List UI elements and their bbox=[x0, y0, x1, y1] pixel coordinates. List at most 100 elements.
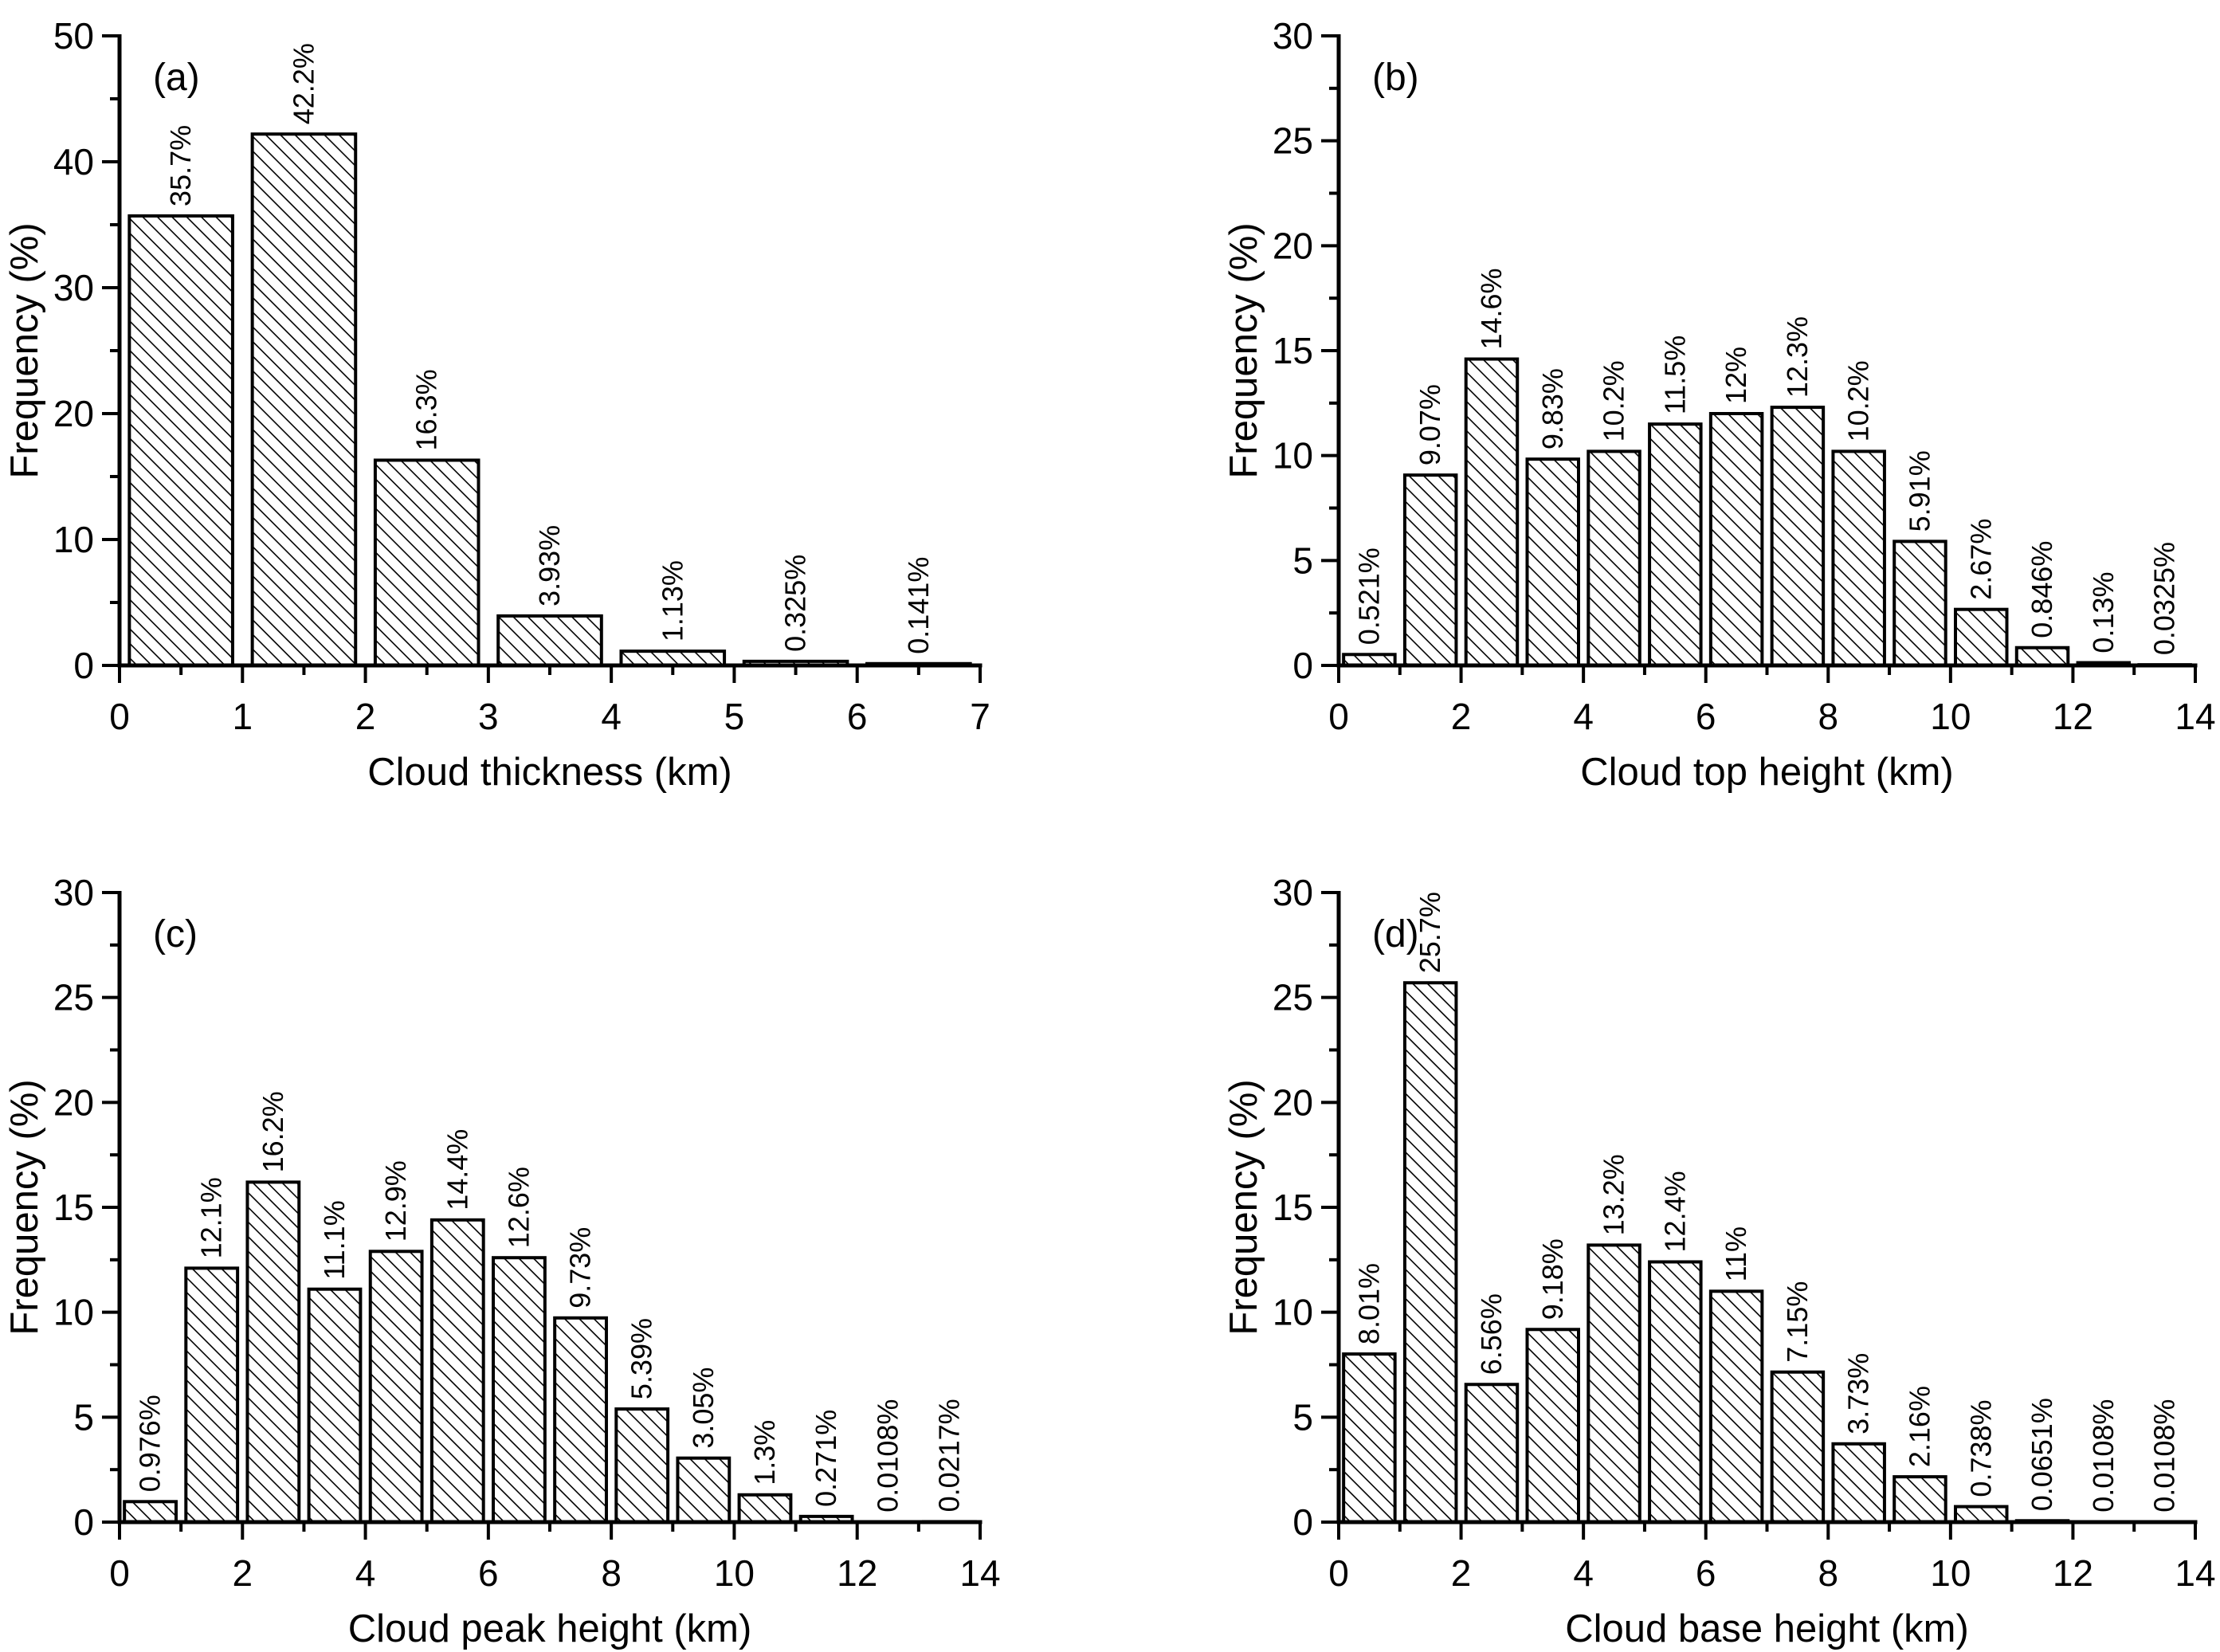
bar-value-label: 0.0651% bbox=[2026, 1398, 2058, 1511]
y-tick-label: 0 bbox=[73, 1501, 94, 1543]
y-axis-title: Frequency (%) bbox=[1222, 1079, 1265, 1335]
bar-7-8km bbox=[1770, 406, 1826, 667]
bar-3-4km bbox=[1525, 1328, 1580, 1524]
bar-value-label: 5.91% bbox=[1903, 450, 1936, 532]
bar-value-label: 12% bbox=[1720, 347, 1752, 404]
bar-5-6km bbox=[1648, 1260, 1703, 1524]
bar-value-label: 0.271% bbox=[810, 1410, 842, 1507]
bar-0-1km bbox=[127, 214, 234, 667]
bar-value-label: 0.0108% bbox=[2087, 1399, 2120, 1513]
y-tick-label: 20 bbox=[53, 393, 94, 434]
y-tick-label: 15 bbox=[1273, 1187, 1313, 1228]
x-tick-label: 8 bbox=[1818, 1552, 1838, 1594]
y-tick-label: 20 bbox=[1273, 1081, 1313, 1123]
bar-labels: 35.7% 42.2% 16.3% 3.93% 1.13% 0.325% 0.141% bbox=[164, 43, 935, 654]
x-tick-label: 8 bbox=[1818, 696, 1838, 737]
bar-value-label: 3.93% bbox=[533, 525, 566, 606]
axes: 0 5 10 15 20 25 30 0 2 4 6 8 10 12 14 bbox=[53, 872, 1001, 1594]
bar-value-label: 3.73% bbox=[1842, 1353, 1875, 1434]
x-tick-label: 10 bbox=[1930, 1552, 1971, 1594]
bar-value-label: 11% bbox=[1720, 1226, 1752, 1281]
y-tick-label: 0 bbox=[1292, 645, 1313, 686]
x-tick-label: 2 bbox=[1451, 1552, 1472, 1594]
x-axis-title: Cloud base height (km) bbox=[1565, 1607, 1969, 1650]
bar-value-label: 9.83% bbox=[1536, 368, 1569, 449]
y-tick-label: 25 bbox=[53, 977, 94, 1018]
x-tick-label: 14 bbox=[2175, 696, 2215, 737]
y-tick-label: 30 bbox=[53, 872, 94, 913]
bar-2-3km bbox=[1464, 1383, 1520, 1524]
bar-0-1km bbox=[123, 1500, 178, 1524]
x-tick-label: 4 bbox=[1573, 1552, 1594, 1594]
bar-value-label: 8.01% bbox=[1352, 1263, 1385, 1344]
y-tick-label: 40 bbox=[53, 141, 94, 182]
panel-b: 0.521% 9.07% 14.6% 9.83% 10.2% 11.5% 12% 12.3% 1… bbox=[1110, 0, 2220, 826]
bar-value-label: 12.3% bbox=[1781, 316, 1814, 398]
bar-value-label: 0.976% bbox=[134, 1395, 167, 1492]
bar-8-9km bbox=[1831, 1442, 1886, 1524]
y-tick-label: 10 bbox=[53, 1292, 94, 1333]
x-tick-label: 14 bbox=[2175, 1552, 2215, 1594]
bar-value-label: 11.5% bbox=[1658, 336, 1691, 414]
bar-4-5km bbox=[1587, 449, 1641, 668]
bar-6-7km bbox=[1708, 1289, 1764, 1524]
bar-0-1km bbox=[1342, 1352, 1397, 1524]
x-tick-label: 6 bbox=[478, 1552, 499, 1594]
bars bbox=[123, 1180, 977, 1524]
bar-11-12km bbox=[2014, 645, 2070, 667]
x-tick-label: 5 bbox=[724, 696, 745, 737]
x-tick-label: 2 bbox=[232, 1552, 253, 1594]
x-tick-label: 7 bbox=[970, 696, 990, 737]
x-tick-label: 0 bbox=[109, 1552, 130, 1594]
x-tick-label: 6 bbox=[1696, 696, 1716, 737]
bar-value-label: 0.0217% bbox=[932, 1399, 965, 1512]
panel-letter: (d) bbox=[1372, 913, 1419, 955]
bar-2-3km bbox=[1464, 357, 1520, 667]
bar-5-6km bbox=[1648, 422, 1703, 668]
bar-7-8km bbox=[1770, 1370, 1826, 1524]
bar-value-label: 14.6% bbox=[1475, 268, 1508, 349]
bar-value-label: 16.2% bbox=[257, 1091, 289, 1172]
bar-value-label: 0.13% bbox=[2087, 571, 2120, 653]
y-tick-label: 10 bbox=[53, 519, 94, 560]
bar-value-label: 0.846% bbox=[2026, 541, 2058, 638]
x-tick-label: 12 bbox=[2053, 1552, 2093, 1594]
bar-labels: 0.521% 9.07% 14.6% 9.83% 10.2% 11.5% 12% 12.3% 1… bbox=[1352, 268, 2180, 655]
x-axis-title: Cloud top height (km) bbox=[1580, 751, 1953, 794]
bar-4-5km bbox=[619, 649, 727, 667]
bar-value-label: 9.18% bbox=[1536, 1238, 1569, 1320]
y-tick-label: 10 bbox=[1273, 435, 1313, 477]
x-tick-label: 0 bbox=[1328, 696, 1349, 737]
bar-10-11km bbox=[1954, 607, 2009, 667]
x-axis-title: Cloud thickness (km) bbox=[367, 751, 732, 794]
bar-value-label: 42.2% bbox=[287, 43, 320, 124]
bar-value-label: 0.0325% bbox=[2148, 542, 2181, 655]
bar-9-10km bbox=[1892, 1475, 1947, 1524]
x-axis-title: Cloud peak height (km) bbox=[348, 1607, 752, 1650]
bar-value-label: 1.13% bbox=[656, 560, 688, 642]
y-axis-title: Frequency (%) bbox=[3, 1079, 46, 1335]
y-tick-label: 20 bbox=[53, 1081, 94, 1123]
y-tick-label: 50 bbox=[53, 15, 94, 57]
axes: 0 5 10 15 20 25 30 0 2 4 6 8 10 12 14 bbox=[1273, 872, 2216, 1594]
y-axis-title: Frequency (%) bbox=[3, 222, 46, 478]
bar-4-5km bbox=[1587, 1243, 1641, 1524]
y-tick-label: 30 bbox=[1273, 15, 1313, 57]
bar-value-label: 35.7% bbox=[164, 125, 197, 206]
x-tick-label: 2 bbox=[1451, 696, 1472, 737]
panel-letter: (b) bbox=[1372, 57, 1419, 99]
y-tick-label: 0 bbox=[73, 645, 94, 686]
x-tick-label: 6 bbox=[1696, 1552, 1716, 1594]
axes: 0 5 10 15 20 25 30 0 2 4 6 8 10 12 14 bbox=[1273, 15, 2216, 737]
bar-value-label: 6.56% bbox=[1475, 1293, 1508, 1375]
y-tick-label: 30 bbox=[53, 267, 94, 308]
panel-d-chart: 8.01% 25.7% 6.56% 9.18% 13.2% 12.4% 11% 7.15% 3.… bbox=[1222, 872, 2216, 1650]
bar-value-label: 9.07% bbox=[1414, 384, 1446, 465]
bar-3-4km bbox=[496, 614, 603, 668]
x-tick-label: 8 bbox=[601, 1552, 622, 1594]
y-tick-label: 15 bbox=[53, 1187, 94, 1228]
bar-labels: 8.01% 25.7% 6.56% 9.18% 13.2% 12.4% 11% 7.15% 3.… bbox=[1352, 892, 2180, 1513]
bar-value-label: 12.4% bbox=[1658, 1171, 1691, 1252]
bar-value-label: 0.738% bbox=[1964, 1399, 1997, 1497]
